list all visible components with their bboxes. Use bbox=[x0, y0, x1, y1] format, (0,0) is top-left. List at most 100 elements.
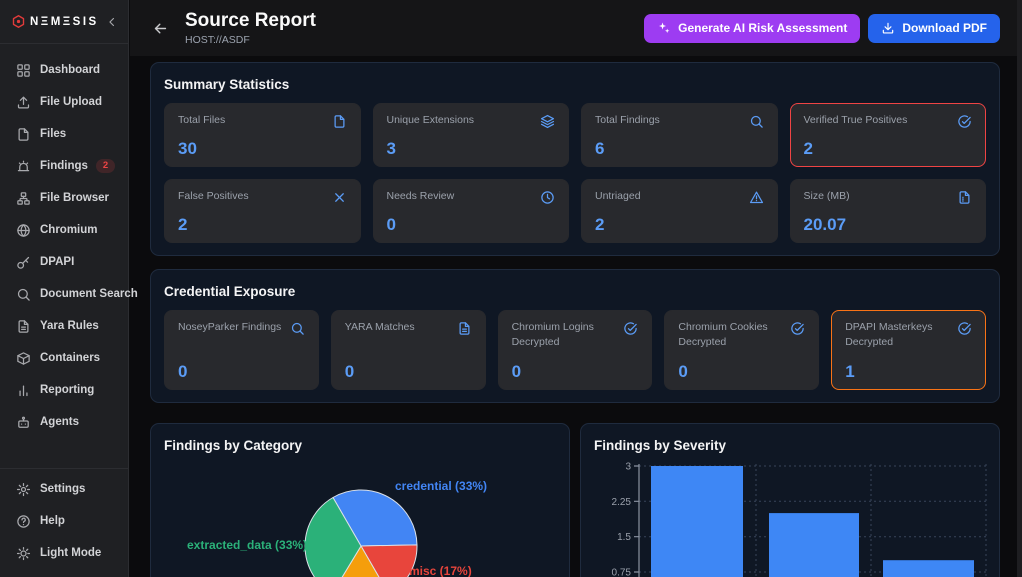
stat-card-noseyparker-findings[interactable]: NoseyParker Findings 0 bbox=[164, 310, 319, 390]
svg-text:0.75: 0.75 bbox=[612, 568, 632, 577]
tree-icon bbox=[16, 191, 31, 206]
sidebar-item-files[interactable]: Files bbox=[0, 118, 128, 150]
sidebar-item-agents[interactable]: Agents bbox=[0, 406, 128, 438]
dashboard-icon bbox=[16, 63, 31, 78]
stat-card-total-findings[interactable]: Total Findings 6 bbox=[581, 103, 778, 167]
stat-card-size-mb[interactable]: Size (MB) 20.07 bbox=[789, 179, 986, 243]
pie-slice-unlabeled[interactable] bbox=[332, 545, 389, 577]
pie-slice-extracted-data[interactable] bbox=[304, 497, 362, 577]
stat-card-needs-review[interactable]: Needs Review 0 bbox=[372, 179, 569, 243]
stat-card-label: Total Findings bbox=[595, 114, 660, 126]
sidebar-item-label: Reporting bbox=[40, 384, 95, 396]
download-pdf-button[interactable]: Download PDF bbox=[868, 13, 1000, 43]
robot-icon bbox=[16, 415, 31, 430]
severity-bar-3[interactable] bbox=[883, 560, 974, 577]
sidebar-item-dpapi[interactable]: DPAPI bbox=[0, 246, 128, 278]
sidebar-item-label: Yara Rules bbox=[40, 320, 99, 332]
check-circle-icon bbox=[623, 321, 638, 336]
chart-title: Findings by Category bbox=[164, 438, 303, 453]
stat-card-value: 3 bbox=[386, 139, 396, 158]
logo-row: NΞMΞSIS bbox=[0, 0, 128, 44]
sidebar-nav: Dashboard File Upload Files Findings 2 F… bbox=[0, 44, 138, 438]
sidebar-item-document-search[interactable]: Document Search bbox=[0, 278, 138, 310]
file-icon bbox=[16, 127, 31, 142]
check-circle-icon bbox=[957, 114, 972, 129]
sidebar-item-yara-rules[interactable]: Yara Rules bbox=[0, 310, 128, 342]
sidebar-collapse-icon[interactable] bbox=[105, 15, 119, 29]
stat-card-dpapi-masterkeys-decrypted[interactable]: DPAPI Masterkeys Decrypted 1 bbox=[831, 310, 986, 390]
stat-card-untriaged[interactable]: Untriaged 2 bbox=[581, 179, 778, 243]
stat-card-value: 0 bbox=[678, 362, 688, 381]
stat-card-label: Unique Extensions bbox=[386, 114, 475, 126]
title-block: Source Report HOST://ASDF bbox=[185, 10, 316, 46]
sidebar-item-settings[interactable]: Settings bbox=[0, 473, 128, 505]
stat-card-label: YARA Matches bbox=[344, 321, 415, 333]
sidebar-item-file-browser[interactable]: File Browser bbox=[0, 182, 128, 214]
scrollbar-track[interactable] bbox=[1017, 0, 1022, 577]
stat-card-yara-matches[interactable]: YARA Matches 0 bbox=[330, 310, 486, 390]
archive-icon bbox=[957, 190, 972, 205]
search-icon bbox=[290, 321, 305, 336]
stat-card-verified-true-positives[interactable]: Verified True Positives 2 bbox=[789, 103, 986, 167]
generate-ai-risk-assessment-button[interactable]: Generate AI Risk Assessment bbox=[644, 13, 861, 43]
stat-card-label: Untriaged bbox=[595, 190, 641, 202]
svg-text:3: 3 bbox=[625, 462, 631, 473]
logo-text: NΞMΞSIS bbox=[30, 15, 99, 28]
stat-card-false-positives[interactable]: False Positives 2 bbox=[164, 179, 361, 243]
sidebar-item-containers[interactable]: Containers bbox=[0, 342, 128, 374]
bar-chart: 3 2.25 1.5 0.75 bbox=[612, 462, 987, 577]
layers-icon bbox=[540, 114, 555, 129]
stat-card-value: 20.07 bbox=[803, 215, 847, 234]
back-button[interactable] bbox=[152, 20, 169, 37]
chart-title: Findings by Severity bbox=[594, 438, 727, 453]
stat-card-label: Needs Review bbox=[386, 190, 455, 202]
stat-card-label: Total Files bbox=[178, 114, 226, 126]
findings-count-badge: 2 bbox=[95, 159, 116, 173]
stat-card-label: NoseyParker Findings bbox=[178, 321, 282, 333]
sidebar-item-label: File Upload bbox=[40, 96, 102, 108]
sparkles-icon bbox=[657, 21, 671, 35]
key-icon bbox=[16, 255, 31, 270]
sidebar-item-label: Settings bbox=[40, 483, 86, 495]
y-tick-labels: 3 2.25 1.5 0.75 bbox=[612, 462, 632, 577]
warning-icon bbox=[749, 190, 764, 205]
page-subtitle: HOST://ASDF bbox=[185, 33, 250, 46]
sidebar-item-light-mode[interactable]: Light Mode bbox=[0, 537, 128, 569]
bar-chart-icon bbox=[16, 383, 31, 398]
file-text-icon bbox=[457, 321, 472, 336]
sidebar-item-label: Document Search bbox=[40, 288, 138, 300]
box-icon bbox=[16, 351, 31, 366]
sidebar-item-dashboard[interactable]: Dashboard bbox=[0, 54, 128, 86]
section-title: Credential Exposure bbox=[164, 284, 296, 299]
sidebar-item-label: Agents bbox=[40, 416, 79, 428]
pie-slice-credential[interactable] bbox=[332, 489, 418, 547]
charts-row: Findings by Category credential (33%) ex… bbox=[150, 423, 1000, 577]
file-icon bbox=[332, 114, 347, 129]
sidebar-item-label: Files bbox=[40, 128, 67, 140]
pie-slice-misc[interactable] bbox=[360, 544, 418, 577]
stat-card-value: 30 bbox=[178, 139, 197, 158]
stat-card-label: Size (MB) bbox=[803, 190, 850, 202]
nemesis-logo-icon bbox=[11, 14, 26, 29]
sidebar-item-chromium[interactable]: Chromium bbox=[0, 214, 128, 246]
help-icon bbox=[16, 514, 31, 529]
bars bbox=[651, 466, 974, 577]
globe-icon bbox=[16, 223, 31, 238]
stat-card-chromium-cookies-decrypted[interactable]: Chromium Cookies Decrypted 0 bbox=[664, 310, 820, 390]
sidebar-item-findings[interactable]: Findings 2 bbox=[0, 150, 128, 182]
sidebar-item-label: Findings bbox=[40, 160, 88, 172]
stat-card-total-files[interactable]: Total Files 30 bbox=[164, 103, 361, 167]
stat-card-value: 6 bbox=[595, 139, 605, 158]
sidebar-item-file-upload[interactable]: File Upload bbox=[0, 86, 128, 118]
sidebar-item-help[interactable]: Help bbox=[0, 505, 128, 537]
stat-card-chromium-logins-decrypted[interactable]: Chromium Logins Decrypted 0 bbox=[497, 310, 653, 390]
stat-card-value: 0 bbox=[511, 362, 522, 381]
pie-chart: credential (33%) extracted_data (33%) mi… bbox=[187, 479, 487, 577]
stat-card-unique-extensions[interactable]: Unique Extensions 3 bbox=[372, 103, 569, 167]
findings-by-category-panel: Findings by Category credential (33%) ex… bbox=[150, 423, 570, 577]
sidebar-item-reporting[interactable]: Reporting bbox=[0, 374, 128, 406]
sidebar-item-label: Chromium bbox=[40, 224, 98, 236]
severity-bar-2[interactable] bbox=[769, 513, 859, 577]
severity-bar-1[interactable] bbox=[651, 466, 743, 577]
